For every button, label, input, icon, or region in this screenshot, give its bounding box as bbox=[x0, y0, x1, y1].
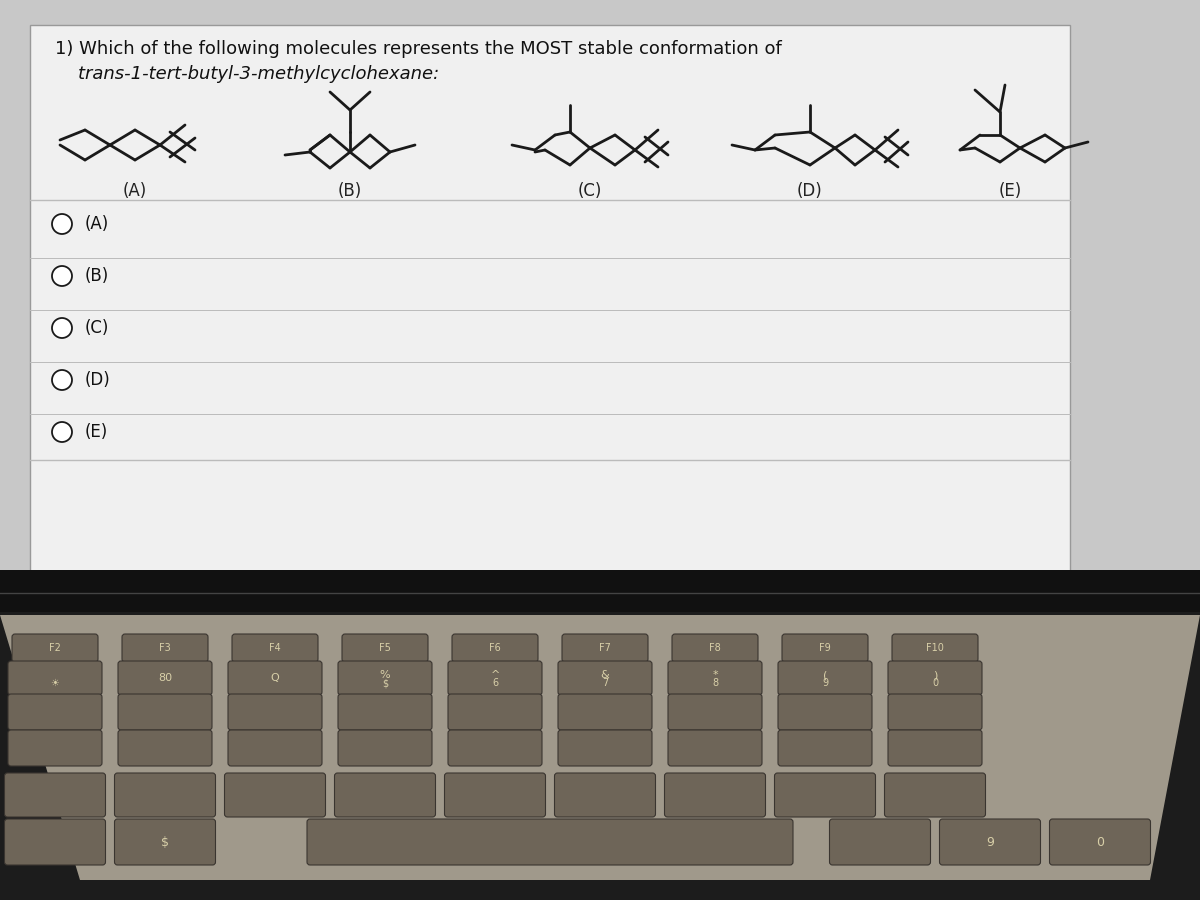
Text: 0: 0 bbox=[932, 678, 938, 688]
FancyBboxPatch shape bbox=[888, 661, 982, 695]
FancyBboxPatch shape bbox=[668, 694, 762, 730]
FancyBboxPatch shape bbox=[5, 819, 106, 865]
FancyBboxPatch shape bbox=[118, 730, 212, 766]
Text: (C): (C) bbox=[85, 319, 109, 337]
Text: F3: F3 bbox=[160, 643, 170, 653]
FancyBboxPatch shape bbox=[8, 730, 102, 766]
FancyBboxPatch shape bbox=[672, 634, 758, 662]
FancyBboxPatch shape bbox=[452, 634, 538, 662]
FancyBboxPatch shape bbox=[228, 694, 322, 730]
Text: F9: F9 bbox=[820, 643, 830, 653]
Text: (C): (C) bbox=[578, 182, 602, 200]
Text: (: ( bbox=[823, 670, 827, 680]
Text: %: % bbox=[379, 670, 390, 680]
FancyBboxPatch shape bbox=[338, 694, 432, 730]
Polygon shape bbox=[0, 612, 1200, 900]
Circle shape bbox=[52, 370, 72, 390]
FancyBboxPatch shape bbox=[114, 819, 216, 865]
Text: 8: 8 bbox=[712, 678, 718, 688]
FancyBboxPatch shape bbox=[778, 694, 872, 730]
FancyBboxPatch shape bbox=[0, 570, 1200, 615]
FancyBboxPatch shape bbox=[338, 730, 432, 766]
FancyBboxPatch shape bbox=[335, 773, 436, 817]
Text: ☀: ☀ bbox=[50, 678, 59, 688]
Text: F7: F7 bbox=[599, 643, 611, 653]
Text: *: * bbox=[712, 670, 718, 680]
FancyBboxPatch shape bbox=[224, 773, 325, 817]
Text: (E): (E) bbox=[998, 182, 1021, 200]
Text: 6: 6 bbox=[492, 678, 498, 688]
Text: 7: 7 bbox=[602, 678, 608, 688]
Text: F4: F4 bbox=[269, 643, 281, 653]
FancyBboxPatch shape bbox=[778, 730, 872, 766]
Text: 1) Which of the following molecules represents the MOST stable conformation of: 1) Which of the following molecules repr… bbox=[55, 40, 781, 58]
Text: (D): (D) bbox=[797, 182, 823, 200]
Circle shape bbox=[52, 318, 72, 338]
Text: 9: 9 bbox=[822, 678, 828, 688]
FancyBboxPatch shape bbox=[342, 634, 428, 662]
FancyBboxPatch shape bbox=[228, 661, 322, 695]
Text: 9: 9 bbox=[986, 835, 994, 849]
FancyBboxPatch shape bbox=[778, 661, 872, 695]
Text: (A): (A) bbox=[122, 182, 148, 200]
FancyBboxPatch shape bbox=[774, 773, 876, 817]
FancyBboxPatch shape bbox=[8, 694, 102, 730]
FancyBboxPatch shape bbox=[558, 694, 652, 730]
Text: F5: F5 bbox=[379, 643, 391, 653]
FancyBboxPatch shape bbox=[8, 661, 102, 695]
FancyBboxPatch shape bbox=[448, 661, 542, 695]
FancyBboxPatch shape bbox=[118, 661, 212, 695]
FancyBboxPatch shape bbox=[118, 694, 212, 730]
FancyBboxPatch shape bbox=[892, 634, 978, 662]
Text: $: $ bbox=[382, 678, 388, 688]
Polygon shape bbox=[0, 615, 1200, 880]
Text: ): ) bbox=[932, 670, 937, 680]
Text: 0: 0 bbox=[1096, 835, 1104, 849]
Text: trans-1-tert-butyl-3-methylcyclohexane:: trans-1-tert-butyl-3-methylcyclohexane: bbox=[55, 65, 439, 83]
FancyBboxPatch shape bbox=[30, 25, 1070, 590]
Text: (A): (A) bbox=[85, 215, 109, 233]
FancyBboxPatch shape bbox=[448, 694, 542, 730]
FancyBboxPatch shape bbox=[558, 730, 652, 766]
FancyBboxPatch shape bbox=[338, 661, 432, 695]
Text: $: $ bbox=[161, 835, 169, 849]
FancyBboxPatch shape bbox=[444, 773, 546, 817]
Text: Q: Q bbox=[271, 673, 280, 683]
FancyBboxPatch shape bbox=[232, 634, 318, 662]
Text: ^: ^ bbox=[491, 670, 499, 680]
FancyBboxPatch shape bbox=[782, 634, 868, 662]
FancyBboxPatch shape bbox=[668, 730, 762, 766]
Text: 80: 80 bbox=[158, 673, 172, 683]
FancyBboxPatch shape bbox=[558, 661, 652, 695]
FancyBboxPatch shape bbox=[888, 730, 982, 766]
Text: F6: F6 bbox=[490, 643, 500, 653]
FancyBboxPatch shape bbox=[307, 819, 793, 865]
FancyBboxPatch shape bbox=[829, 819, 930, 865]
FancyBboxPatch shape bbox=[1050, 819, 1151, 865]
FancyBboxPatch shape bbox=[12, 634, 98, 662]
Text: (B): (B) bbox=[85, 267, 109, 285]
Circle shape bbox=[52, 214, 72, 234]
FancyBboxPatch shape bbox=[665, 773, 766, 817]
FancyBboxPatch shape bbox=[122, 634, 208, 662]
FancyBboxPatch shape bbox=[562, 634, 648, 662]
FancyBboxPatch shape bbox=[940, 819, 1040, 865]
FancyBboxPatch shape bbox=[888, 694, 982, 730]
FancyBboxPatch shape bbox=[668, 661, 762, 695]
FancyBboxPatch shape bbox=[114, 773, 216, 817]
FancyBboxPatch shape bbox=[5, 773, 106, 817]
Text: F2: F2 bbox=[49, 643, 61, 653]
Text: F8: F8 bbox=[709, 643, 721, 653]
FancyBboxPatch shape bbox=[884, 773, 985, 817]
Text: &: & bbox=[601, 670, 610, 680]
FancyBboxPatch shape bbox=[448, 730, 542, 766]
Text: F10: F10 bbox=[926, 643, 944, 653]
Circle shape bbox=[52, 266, 72, 286]
Text: (D): (D) bbox=[85, 371, 110, 389]
Text: (B): (B) bbox=[338, 182, 362, 200]
Text: (E): (E) bbox=[85, 423, 108, 441]
Circle shape bbox=[52, 422, 72, 442]
FancyBboxPatch shape bbox=[228, 730, 322, 766]
FancyBboxPatch shape bbox=[554, 773, 655, 817]
